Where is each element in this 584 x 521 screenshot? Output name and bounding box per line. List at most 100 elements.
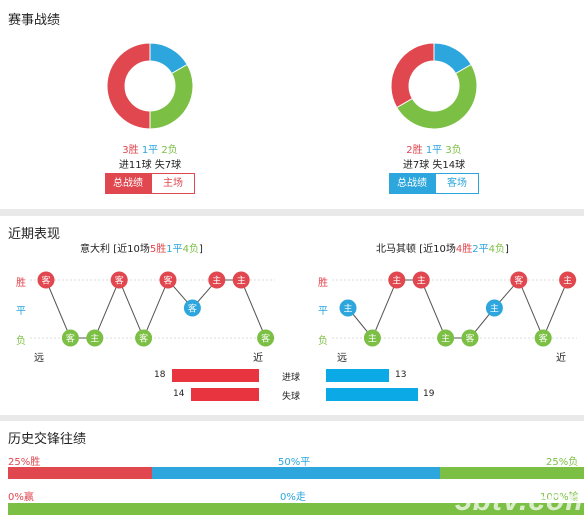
svg-text:客: 客 xyxy=(514,275,523,287)
away-slice-loss xyxy=(396,63,478,130)
away-record-tabs: 总战绩 客场 xyxy=(389,173,479,194)
away-form-point: 主 xyxy=(363,329,381,347)
away-form-point: 主 xyxy=(388,271,406,289)
away-row-label-win: 胜 xyxy=(318,278,328,289)
home-form-point: 客 xyxy=(183,299,201,317)
away-form-point: 主 xyxy=(485,299,503,317)
handicap-lose-bar xyxy=(8,503,584,515)
svg-text:主: 主 xyxy=(368,333,377,345)
svg-text:客: 客 xyxy=(539,333,548,345)
recent-panel: 近期表现 xyxy=(0,216,584,415)
home-near-label: 近 xyxy=(253,353,263,364)
home-draws: 1平 xyxy=(141,145,159,156)
away-summary-prefix: [近10场 xyxy=(419,244,456,255)
svg-text:主: 主 xyxy=(343,303,352,315)
home-slice-win xyxy=(106,42,151,130)
home-losses: 2负 xyxy=(161,145,178,156)
home-team-name: 意大利 xyxy=(80,244,110,255)
watermark: 5btv.com xyxy=(455,484,584,517)
away-form-point: 客 xyxy=(534,329,552,347)
history-loss-pct: 25%负 xyxy=(546,457,579,468)
history-loss-bar xyxy=(440,467,584,479)
home-record-text: 3胜 1平 2负 xyxy=(90,141,210,156)
away-slice-win xyxy=(390,42,435,109)
svg-text:主: 主 xyxy=(90,333,99,345)
handicap-lose-pct: 100%输 xyxy=(540,492,579,503)
svg-text:客: 客 xyxy=(115,275,124,287)
home-record-tabs: 总战绩 主场 xyxy=(105,173,195,194)
home-summary-prefix: [近10场 xyxy=(113,244,150,255)
away-tab-away[interactable]: 客场 xyxy=(435,173,479,194)
svg-text:客: 客 xyxy=(163,275,172,287)
away-conceded-value: 19 xyxy=(423,389,435,399)
away-form-point: 主 xyxy=(412,271,430,289)
record-panel: 赛事战绩 xyxy=(0,0,584,209)
home-summary-suffix: ] xyxy=(198,244,203,255)
svg-text:客: 客 xyxy=(41,275,50,287)
record-section-title: 赛事战绩 xyxy=(8,13,61,28)
home-form-point: 主 xyxy=(86,329,104,347)
home-recent-draws: 1平 xyxy=(166,244,183,255)
away-tab-overall[interactable]: 总战绩 xyxy=(389,173,435,194)
away-recent-losses: 4负 xyxy=(488,244,505,255)
svg-text:客: 客 xyxy=(261,333,270,345)
away-near-label: 近 xyxy=(556,353,566,364)
home-form-line xyxy=(45,278,267,340)
away-wins: 2胜 xyxy=(406,145,423,156)
home-form-point: 客 xyxy=(110,271,128,289)
away-draws: 1平 xyxy=(425,145,443,156)
svg-text:客: 客 xyxy=(66,333,75,345)
home-slice-loss xyxy=(149,63,194,130)
history-draw-bar xyxy=(152,467,440,479)
away-recent-header: 北马其顿 [近10场4胜2平4负] xyxy=(376,240,509,255)
home-tab-overall[interactable]: 总战绩 xyxy=(105,173,151,194)
away-form-point: 客 xyxy=(510,271,528,289)
home-recent-losses: 4负 xyxy=(182,244,199,255)
conceded-label: 失球 xyxy=(282,392,301,402)
home-conceded-value: 14 xyxy=(173,389,185,399)
away-losses: 3负 xyxy=(445,145,462,156)
home-recent-wins: 5胜 xyxy=(149,244,167,255)
home-form-point: 客 xyxy=(37,271,55,289)
away-row-label-loss: 负 xyxy=(318,336,328,347)
history-win-pct: 25%胜 xyxy=(8,457,41,468)
home-recent-header: 意大利 [近10场5胜1平4负] xyxy=(80,240,203,255)
home-wins: 3胜 xyxy=(122,145,139,156)
svg-text:主: 主 xyxy=(417,275,426,287)
handicap-win-pct: 0%赢 xyxy=(8,492,34,503)
home-scored-value: 18 xyxy=(154,370,166,380)
svg-text:主: 主 xyxy=(212,275,221,287)
home-row-label-loss: 负 xyxy=(16,336,26,347)
away-scored-bar xyxy=(326,369,390,382)
away-form-point: 客 xyxy=(461,329,479,347)
away-recent-wins: 4胜 xyxy=(455,244,473,255)
home-record-donut xyxy=(100,36,200,136)
away-record-donut xyxy=(384,36,484,136)
away-form-point: 主 xyxy=(437,329,455,347)
svg-text:主: 主 xyxy=(490,303,499,315)
svg-text:主: 主 xyxy=(392,275,401,287)
away-row-label-draw: 平 xyxy=(318,306,328,317)
svg-text:主: 主 xyxy=(441,333,450,345)
home-tab-home[interactable]: 主场 xyxy=(151,173,195,194)
home-far-label: 远 xyxy=(34,353,44,364)
history-section-title: 历史交锋往绩 xyxy=(8,432,87,447)
history-win-bar xyxy=(8,467,152,479)
away-far-label: 远 xyxy=(337,353,347,364)
history-draw-pct: 50%平 xyxy=(278,457,311,468)
home-form-point: 主 xyxy=(232,271,250,289)
svg-text:客: 客 xyxy=(188,303,197,315)
away-team-name: 北马其顿 xyxy=(376,244,416,255)
away-summary-suffix: ] xyxy=(504,244,509,255)
scored-label: 进球 xyxy=(282,373,301,383)
away-record-text: 2胜 1平 3负 xyxy=(374,141,494,156)
away-conceded-bar xyxy=(326,388,419,401)
handicap-even-pct: 0%走 xyxy=(280,492,306,503)
recent-section-title: 近期表现 xyxy=(8,227,61,242)
home-form-point: 客 xyxy=(61,329,79,347)
home-form-point: 客 xyxy=(257,329,275,347)
away-form-point: 主 xyxy=(559,271,577,289)
svg-text:客: 客 xyxy=(139,333,148,345)
